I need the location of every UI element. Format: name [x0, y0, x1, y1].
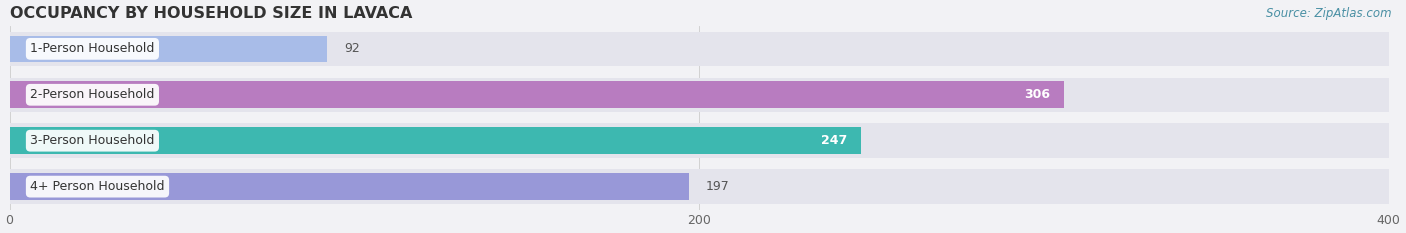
- Text: 2-Person Household: 2-Person Household: [31, 88, 155, 101]
- Bar: [10, 127, 860, 154]
- Text: 3-Person Household: 3-Person Household: [31, 134, 155, 147]
- Bar: [10, 32, 1389, 66]
- Bar: [10, 123, 1389, 158]
- Bar: [10, 173, 689, 200]
- Text: 92: 92: [344, 42, 360, 55]
- Bar: [10, 78, 1389, 112]
- Text: 197: 197: [706, 180, 730, 193]
- Bar: [10, 82, 1064, 108]
- Text: 306: 306: [1025, 88, 1050, 101]
- Text: 247: 247: [821, 134, 848, 147]
- Text: OCCUPANCY BY HOUSEHOLD SIZE IN LAVACA: OCCUPANCY BY HOUSEHOLD SIZE IN LAVACA: [10, 6, 412, 21]
- Text: 1-Person Household: 1-Person Household: [31, 42, 155, 55]
- Text: Source: ZipAtlas.com: Source: ZipAtlas.com: [1267, 7, 1392, 20]
- Bar: [10, 36, 326, 62]
- Bar: [10, 169, 1389, 204]
- Text: 4+ Person Household: 4+ Person Household: [31, 180, 165, 193]
